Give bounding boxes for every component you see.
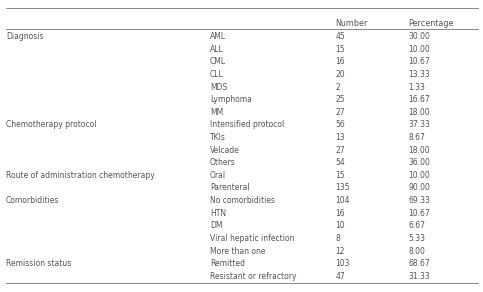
Text: 10.67: 10.67 xyxy=(408,57,430,66)
Text: 103: 103 xyxy=(336,259,350,268)
Text: 1.33: 1.33 xyxy=(408,83,425,92)
Text: More than one: More than one xyxy=(210,246,266,256)
Text: 27: 27 xyxy=(336,146,345,155)
Text: 10.00: 10.00 xyxy=(408,171,430,180)
Text: 5.33: 5.33 xyxy=(408,234,425,243)
Text: TKIs: TKIs xyxy=(210,133,226,142)
Text: 8.67: 8.67 xyxy=(408,133,425,142)
Text: 47: 47 xyxy=(336,272,345,281)
Text: 8.00: 8.00 xyxy=(408,246,425,256)
Text: CML: CML xyxy=(210,57,226,66)
Text: Parenteral: Parenteral xyxy=(210,183,250,192)
Text: MM: MM xyxy=(210,108,223,117)
Text: 16: 16 xyxy=(336,209,345,218)
Text: 45: 45 xyxy=(336,32,345,41)
Text: 10.00: 10.00 xyxy=(408,45,430,54)
Text: 104: 104 xyxy=(336,196,350,205)
Text: 15: 15 xyxy=(336,171,345,180)
Text: 27: 27 xyxy=(336,108,345,117)
Text: Lymphoma: Lymphoma xyxy=(210,95,252,104)
Text: 25: 25 xyxy=(336,95,345,104)
Text: Remitted: Remitted xyxy=(210,259,245,268)
Text: Route of administration chemotherapy: Route of administration chemotherapy xyxy=(6,171,155,180)
Text: 37.33: 37.33 xyxy=(408,120,430,129)
Text: 15: 15 xyxy=(336,45,345,54)
Text: ALL: ALL xyxy=(210,45,224,54)
Text: 6.67: 6.67 xyxy=(408,221,425,230)
Text: DM: DM xyxy=(210,221,223,230)
Text: 135: 135 xyxy=(336,183,350,192)
Text: 13.33: 13.33 xyxy=(408,70,430,79)
Text: HTN: HTN xyxy=(210,209,226,218)
Text: 69.33: 69.33 xyxy=(408,196,430,205)
Text: Chemotherapy protocol: Chemotherapy protocol xyxy=(6,120,96,129)
Text: MDS: MDS xyxy=(210,83,227,92)
Text: Others: Others xyxy=(210,158,236,167)
Text: 18.00: 18.00 xyxy=(408,146,430,155)
Text: Intensified protocol: Intensified protocol xyxy=(210,120,284,129)
Text: CLL: CLL xyxy=(210,70,224,79)
Text: Percentage: Percentage xyxy=(408,19,454,28)
Text: 10: 10 xyxy=(336,221,345,230)
Text: Number: Number xyxy=(336,19,368,28)
Text: Oral: Oral xyxy=(210,171,226,180)
Text: 20: 20 xyxy=(336,70,345,79)
Text: 90.00: 90.00 xyxy=(408,183,430,192)
Text: 31.33: 31.33 xyxy=(408,272,430,281)
Text: 16.67: 16.67 xyxy=(408,95,430,104)
Text: 2: 2 xyxy=(336,83,341,92)
Text: 13: 13 xyxy=(336,133,345,142)
Text: Velcade: Velcade xyxy=(210,146,240,155)
Text: 8: 8 xyxy=(336,234,341,243)
Text: AML: AML xyxy=(210,32,226,41)
Text: Remission status: Remission status xyxy=(6,259,71,268)
Text: No comorbidities: No comorbidities xyxy=(210,196,275,205)
Text: Resistant or refractory: Resistant or refractory xyxy=(210,272,297,281)
Text: 18.00: 18.00 xyxy=(408,108,430,117)
Text: 30.00: 30.00 xyxy=(408,32,430,41)
Text: 10.67: 10.67 xyxy=(408,209,430,218)
Text: Comorbidities: Comorbidities xyxy=(6,196,59,205)
Text: 12: 12 xyxy=(336,246,345,256)
Text: 56: 56 xyxy=(336,120,345,129)
Text: 68.67: 68.67 xyxy=(408,259,430,268)
Text: Viral hepatic infection: Viral hepatic infection xyxy=(210,234,295,243)
Text: Diagnosis: Diagnosis xyxy=(6,32,43,41)
Text: 16: 16 xyxy=(336,57,345,66)
Text: 54: 54 xyxy=(336,158,345,167)
Text: 36.00: 36.00 xyxy=(408,158,430,167)
